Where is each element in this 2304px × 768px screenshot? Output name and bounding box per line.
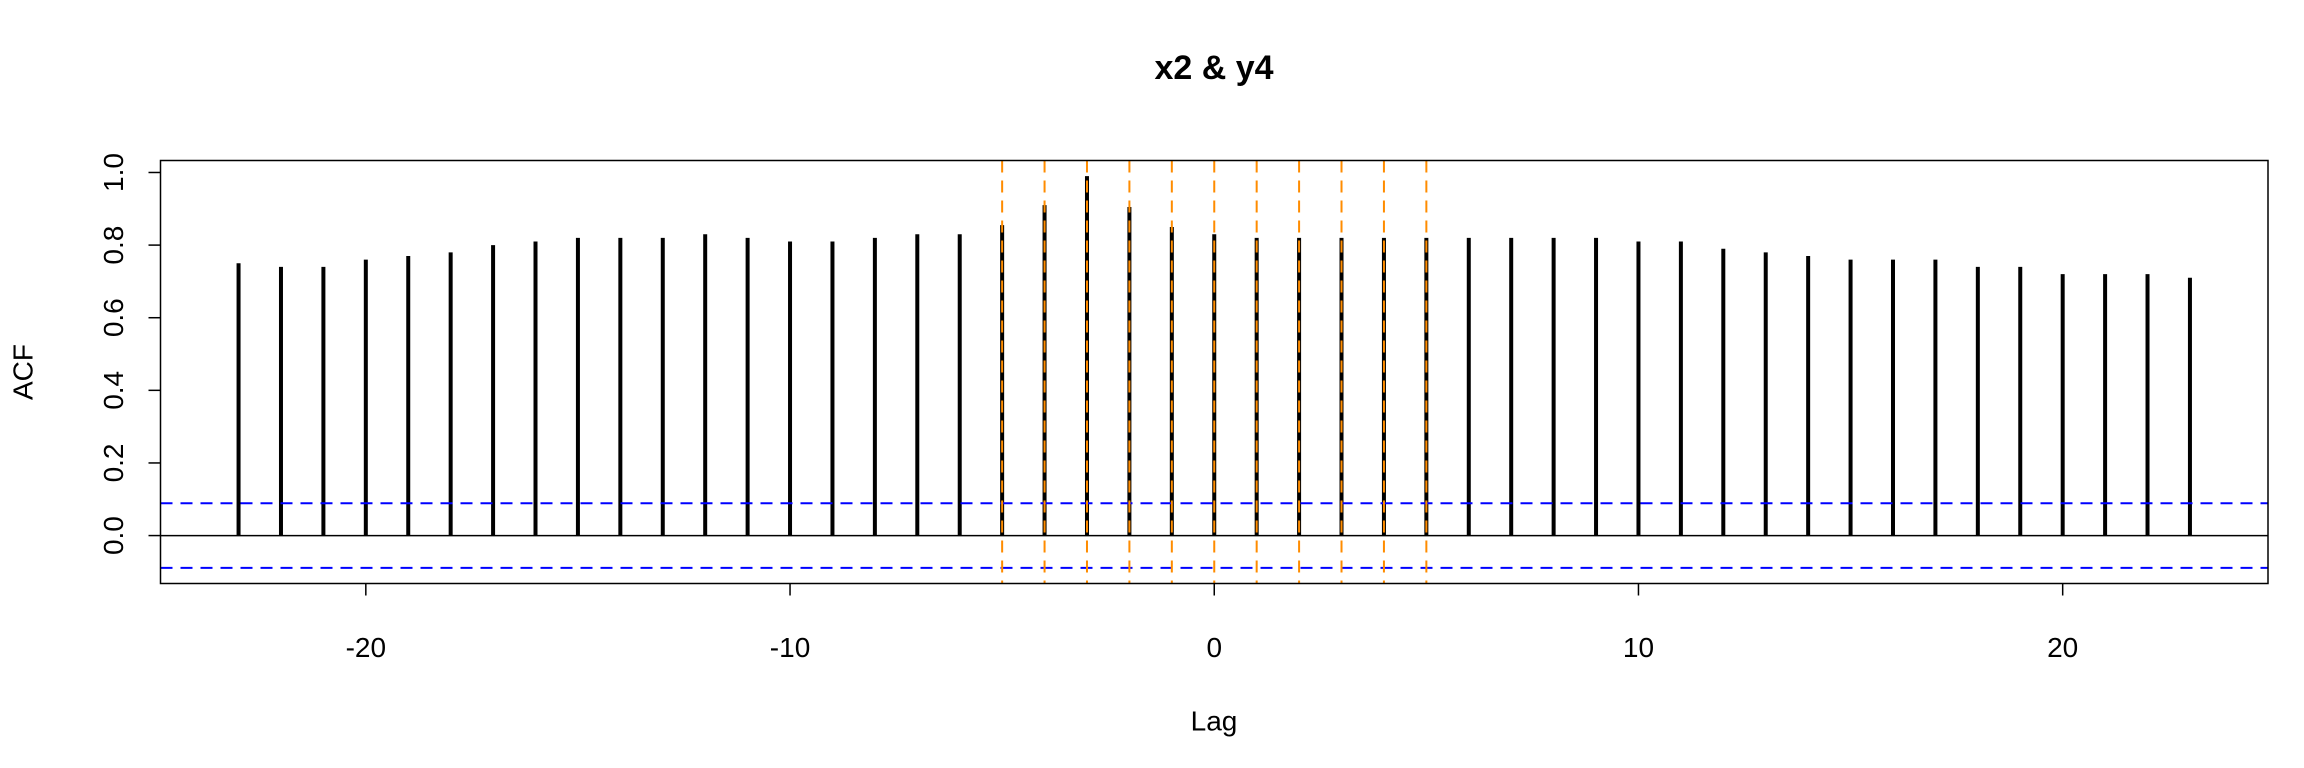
x-tick-label: 10: [1623, 632, 1654, 663]
x-tick-label: -20: [346, 632, 386, 663]
y-tick-label: 0.0: [98, 516, 129, 555]
y-tick-label: 1.0: [98, 153, 129, 192]
x-axis-label: Lag: [1191, 705, 1238, 736]
y-axis-label: ACF: [7, 344, 38, 400]
plot-frame: [159, 159, 2269, 585]
x-tick-label: -10: [770, 632, 810, 663]
y-tick-label: 0.4: [98, 371, 129, 410]
chart-title: x2 & y4: [1154, 49, 1273, 87]
y-tick-label: 0.6: [98, 298, 129, 337]
y-tick-label: 0.2: [98, 443, 129, 482]
x-tick-label: 0: [1206, 632, 1222, 663]
x-tick-label: 20: [2047, 632, 2078, 663]
y-tick-label: 0.8: [98, 226, 129, 265]
